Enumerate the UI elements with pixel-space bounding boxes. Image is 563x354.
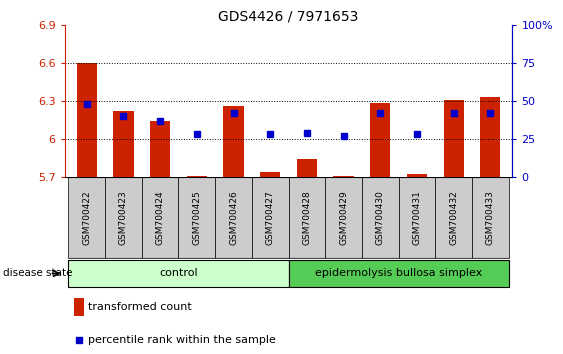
Text: GSM700428: GSM700428 xyxy=(302,190,311,245)
Bar xyxy=(224,106,244,177)
Text: GSM700427: GSM700427 xyxy=(266,190,275,245)
Bar xyxy=(187,176,207,177)
Bar xyxy=(333,176,354,177)
Bar xyxy=(297,159,317,177)
Bar xyxy=(113,111,133,177)
Bar xyxy=(362,177,399,258)
Bar xyxy=(444,99,464,177)
Text: GSM700430: GSM700430 xyxy=(376,190,385,245)
Bar xyxy=(150,121,170,177)
Text: GSM700433: GSM700433 xyxy=(486,190,495,245)
Text: percentile rank within the sample: percentile rank within the sample xyxy=(88,335,276,344)
Text: epidermolysis bullosa simplex: epidermolysis bullosa simplex xyxy=(315,268,482,278)
Bar xyxy=(69,260,289,287)
Text: GSM700431: GSM700431 xyxy=(413,190,422,245)
Bar xyxy=(74,298,83,316)
Bar xyxy=(289,260,508,287)
Text: GSM700425: GSM700425 xyxy=(193,190,202,245)
Text: GSM700423: GSM700423 xyxy=(119,190,128,245)
Bar xyxy=(215,177,252,258)
Title: GDS4426 / 7971653: GDS4426 / 7971653 xyxy=(218,10,359,24)
Bar xyxy=(77,63,97,177)
Bar xyxy=(69,177,105,258)
Bar xyxy=(142,177,178,258)
Bar xyxy=(399,177,435,258)
Text: GSM700424: GSM700424 xyxy=(155,190,164,245)
Bar xyxy=(105,177,142,258)
Bar xyxy=(370,103,390,177)
Bar xyxy=(289,177,325,258)
Bar xyxy=(178,177,215,258)
Bar xyxy=(252,177,289,258)
Bar xyxy=(325,177,362,258)
Text: disease state: disease state xyxy=(3,268,72,279)
Bar xyxy=(435,177,472,258)
Text: GSM700426: GSM700426 xyxy=(229,190,238,245)
Bar xyxy=(480,97,501,177)
Text: transformed count: transformed count xyxy=(88,302,192,312)
Text: GSM700429: GSM700429 xyxy=(339,190,348,245)
Bar xyxy=(472,177,508,258)
Text: GSM700432: GSM700432 xyxy=(449,190,458,245)
Bar xyxy=(407,175,427,177)
Bar xyxy=(260,172,280,177)
Text: GSM700422: GSM700422 xyxy=(82,190,91,245)
Text: control: control xyxy=(159,268,198,278)
